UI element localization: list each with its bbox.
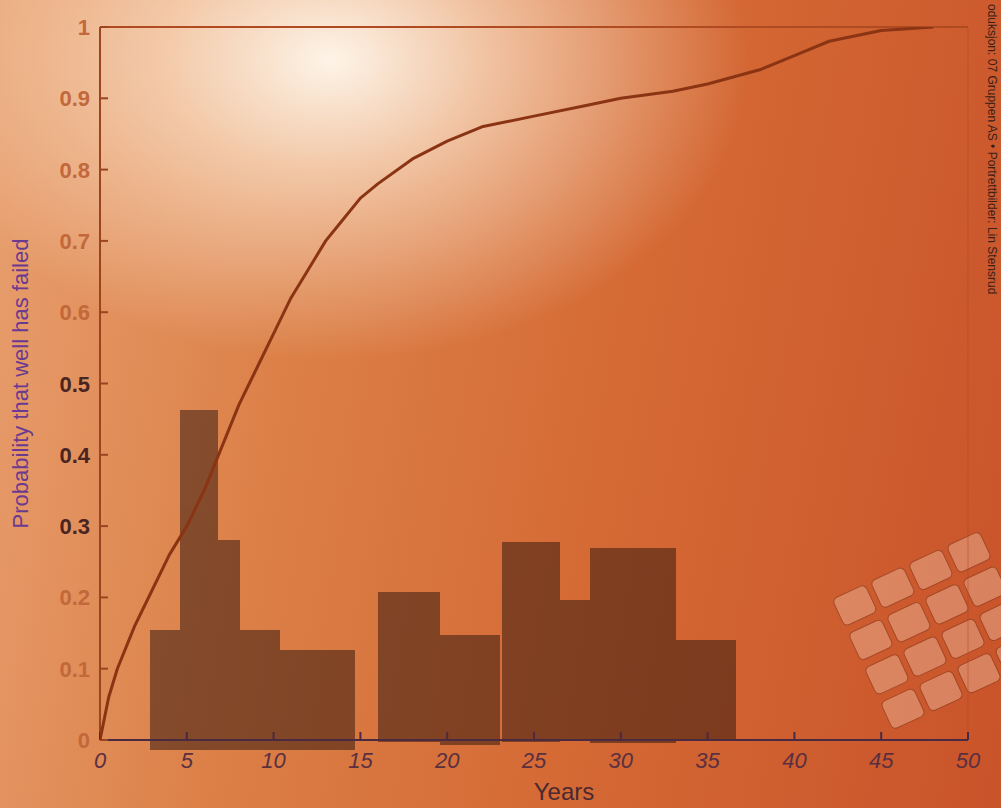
y-tick [100,454,108,456]
plot-area [100,27,933,740]
x-tick [446,732,448,740]
key [864,653,909,695]
x-tick-label: 20 [434,748,460,773]
y-tick-label: 0.6 [59,300,90,325]
x-tick-label: 30 [609,748,634,773]
x-tick [359,732,361,740]
x-tick-label: 35 [695,748,720,773]
series-line [100,27,933,740]
key [886,601,931,643]
y-tick [100,97,108,99]
building [590,548,676,743]
y-tick [100,26,108,28]
x-tick [620,732,622,740]
x-tick [880,732,882,740]
x-tick-label: 25 [521,748,547,773]
x-tick [186,732,188,740]
y-tick-label: 0 [78,728,90,753]
x-tick [793,732,795,740]
x-tick [533,732,535,740]
building [676,640,736,740]
key [848,619,893,661]
y-tick-label: 0.2 [59,585,90,610]
key [880,688,925,730]
y-tick [100,169,108,171]
key [946,531,991,573]
x-tick [967,732,969,740]
key [918,670,963,712]
key [870,566,915,608]
y-tick-label: 0.9 [59,86,90,111]
y-tick [100,668,108,670]
credit: oduksjon: 07 Gruppen AS • Portrettbilder… [985,4,999,294]
building [255,650,355,750]
y-tick-label: 0.3 [59,514,90,539]
y-tick [100,596,108,598]
key [832,584,877,626]
skyline-decoration [150,410,736,750]
x-tick-label: 45 [869,748,894,773]
y-tick [100,240,108,242]
y-tick-label: 0.7 [59,229,90,254]
x-tick-label: 5 [181,748,194,773]
y-tick-label: 0.5 [59,372,90,397]
top-frame [100,26,968,28]
y-tick [100,311,108,313]
x-tick-label: 15 [348,748,373,773]
key [956,652,1001,694]
keyboard-decoration [832,531,1001,730]
y-tick-label: 0.4 [59,443,90,468]
building [378,592,440,742]
right-frame [968,27,969,740]
x-tick [707,732,709,740]
chart: 00.10.20.30.40.50.60.70.80.9105101520253… [0,0,1001,808]
y-tick [100,383,108,385]
building [560,600,590,740]
key [940,618,985,660]
key [908,549,953,591]
key [902,635,947,677]
y-axis-label: Probability that well has failed [8,239,33,529]
building [502,542,560,742]
x-tick-label: 40 [782,748,807,773]
key [924,583,969,625]
x-tick [273,732,275,740]
y-tick-label: 0.8 [59,158,90,183]
y-tick [100,525,108,527]
x-axis-label: Years [534,778,595,805]
key [978,600,1001,642]
key [995,634,1001,676]
y-tick-label: 1 [78,15,90,40]
x-tick-label: 10 [261,748,286,773]
building [440,635,500,745]
x-tick-label: 50 [956,748,981,773]
x-tick-label: 0 [94,748,107,773]
y-tick-label: 0.1 [59,657,90,682]
